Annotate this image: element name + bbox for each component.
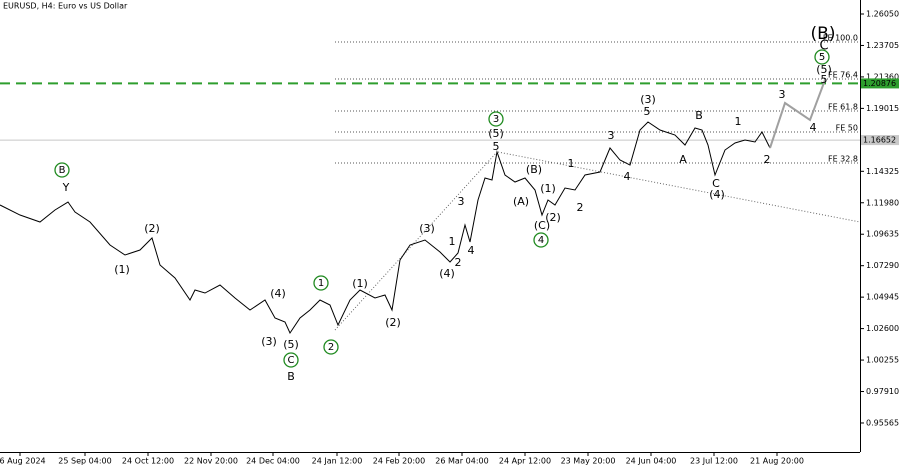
wave-label: 3: [493, 114, 499, 125]
price-tag-label: 1.20876: [863, 79, 896, 88]
wave-label: C: [288, 355, 295, 366]
wave-label: 2: [328, 342, 334, 353]
wave-label: 4: [538, 235, 544, 246]
x-tick-label: 24 Jun 04:00: [626, 457, 677, 466]
wave-label: C: [712, 177, 720, 190]
wave-label: A: [679, 153, 687, 166]
fib-label: FE 100.0: [823, 34, 858, 43]
wave-label: (5): [488, 127, 504, 140]
y-tick-label: 1.07290: [866, 261, 899, 270]
wave-label: 5: [493, 140, 500, 153]
wave-circle: [814, 49, 830, 65]
wave-circle: [283, 352, 299, 368]
wave-label: 3: [458, 195, 465, 208]
wave-circle: [54, 162, 70, 178]
chart-title: EURUSD, H4: Euro vs US Dollar: [3, 2, 128, 11]
wave-label: B: [287, 370, 295, 383]
x-tick-label: 22 Nov 20:00: [184, 457, 238, 466]
x-tick-label: 23 Jul 12:00: [690, 457, 738, 466]
y-tick-label: 1.26050: [866, 10, 899, 19]
wave-label: 5: [821, 73, 828, 86]
wave-label: 2: [577, 201, 584, 214]
y-tick-label: 1.11980: [866, 198, 899, 207]
wave-label: 2: [455, 256, 462, 269]
x-tick-label: 24 Dec 04:00: [246, 457, 300, 466]
wave-label: (B): [811, 24, 836, 44]
y-tick-label: 1.00255: [866, 356, 899, 365]
y-tick-label: 0.97910: [866, 387, 899, 396]
y-tick-label: 1.02600: [866, 324, 899, 333]
wave-label: (1): [114, 263, 130, 276]
wave-label: (2): [385, 316, 401, 329]
x-tick-label: 25 Sep 04:00: [58, 457, 111, 466]
fib-label: FE 76.4: [828, 71, 858, 80]
wave-label: (3): [640, 93, 656, 106]
wave-label: 2: [764, 153, 771, 166]
y-tick-label: 0.95565: [866, 418, 899, 427]
fib-label: FE 61.8: [828, 103, 858, 112]
y-tick-label: 1.19015: [866, 104, 899, 113]
price-tag: [861, 78, 899, 89]
price-line-series: [769, 79, 826, 149]
wave-label: (C): [534, 219, 550, 232]
wave-label: (1): [540, 182, 556, 195]
price-line-series: [0, 121, 771, 335]
wave-label: 1: [449, 235, 456, 248]
wave-label: 5: [819, 52, 825, 63]
wave-label: (A): [513, 195, 529, 208]
x-tick-label: 24 Feb 20:00: [373, 457, 425, 466]
wave-label: (3): [261, 335, 277, 348]
wave-label: (3): [419, 222, 435, 235]
wave-circle: [323, 339, 339, 355]
x-tick-label: 24 Jan 12:00: [312, 457, 363, 466]
wave-label: (4): [709, 188, 725, 201]
wave-label: C: [819, 39, 828, 54]
x-tick-label: 24 Oct 12:00: [122, 457, 174, 466]
x-tick-label: 26 Aug 2024: [0, 457, 46, 466]
wave-label: (4): [439, 267, 455, 280]
wave-label: 1: [318, 278, 324, 289]
y-tick-label: 1.14325: [866, 167, 899, 176]
wave-label: B: [695, 109, 703, 122]
wave-label: (B): [526, 163, 542, 176]
wave-label: 4: [624, 170, 631, 183]
wave-label: 1: [735, 115, 742, 128]
y-tick-label: 1.23705: [866, 41, 899, 50]
x-tick-label: 26 Mar 04:00: [435, 457, 488, 466]
trend-line: [334, 151, 498, 331]
y-tick-label: 1.09635: [866, 230, 899, 239]
x-tick-label: 24 Apr 12:00: [499, 457, 551, 466]
y-tick-label: 1.04945: [866, 293, 899, 302]
wave-label: 4: [810, 121, 817, 134]
fib-label: FE 50: [836, 124, 858, 133]
price-tag-label: 1.16652: [863, 136, 896, 145]
wave-label: Y: [62, 181, 70, 194]
fib-label: FE 32.8: [828, 155, 858, 164]
wave-label: (2): [144, 222, 160, 235]
wave-label: (2): [545, 211, 561, 224]
wave-label: B: [59, 165, 66, 176]
wave-circle: [313, 275, 329, 291]
wave-label: 3: [779, 88, 786, 101]
price-tag: [861, 135, 899, 146]
wave-label: 4: [468, 244, 475, 257]
wave-circle: [533, 232, 549, 248]
wave-circle: [488, 111, 504, 127]
wave-label: (4): [270, 287, 286, 300]
x-tick-label: 21 Aug 20:00: [750, 457, 804, 466]
wave-label: 1: [568, 157, 575, 170]
wave-label: (5): [816, 63, 832, 76]
wave-label: (5): [283, 338, 299, 351]
wave-label: 3: [608, 129, 615, 142]
wave-label: (1): [352, 277, 368, 290]
x-tick-label: 23 May 20:00: [561, 457, 616, 466]
wave-label: 5: [644, 105, 651, 118]
y-tick-label: 1.21360: [866, 72, 899, 81]
